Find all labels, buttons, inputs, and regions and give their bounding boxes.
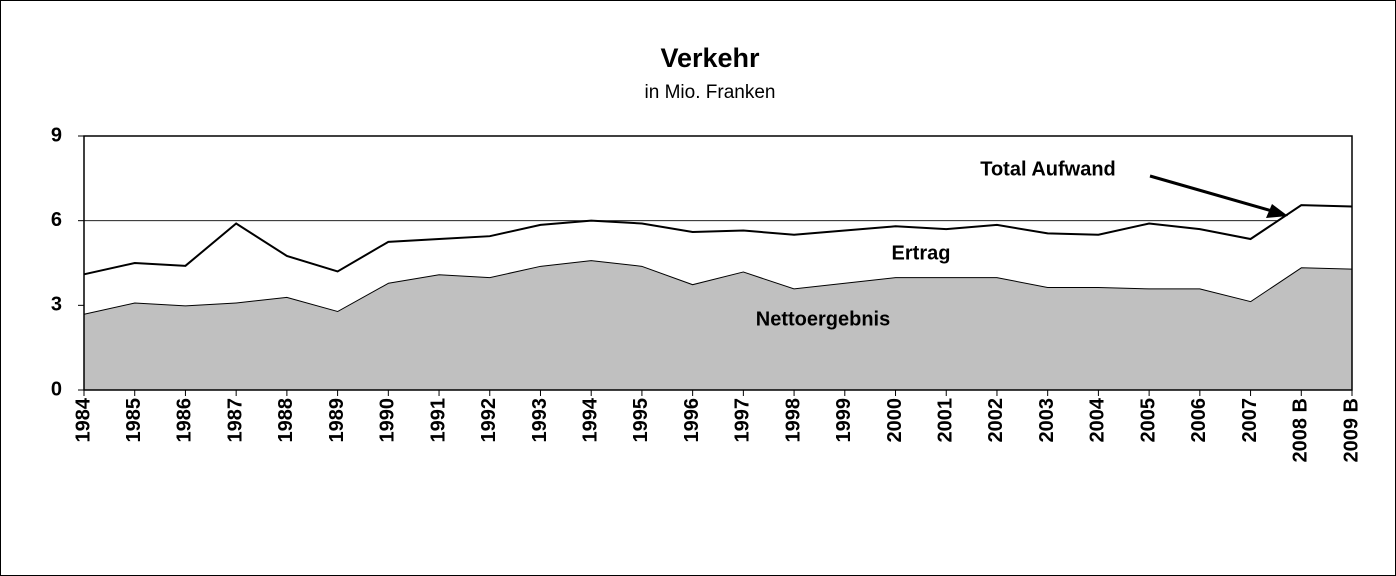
x-tick-label: 1992: [478, 398, 500, 443]
x-tick-label: 1999: [833, 398, 855, 443]
x-tick-label: 1988: [275, 398, 297, 443]
area-line: [83, 259, 1353, 315]
y-tick-label: 3: [51, 294, 62, 316]
x-tick-label: 1995: [630, 398, 652, 443]
x-tick-label: 2004: [1087, 397, 1109, 442]
x-tick-label: 2003: [1036, 398, 1058, 443]
x-tick-label: 1991: [427, 398, 449, 443]
x-tick-label: 1994: [579, 397, 601, 442]
y-tick-label: 0: [51, 378, 62, 400]
x-tick-label: 1986: [174, 398, 196, 443]
y-tick-label: 6: [51, 209, 62, 231]
chart-title: Verkehr: [660, 43, 760, 73]
x-tick-label: 1989: [326, 398, 348, 443]
y-tick-label: 9: [51, 124, 62, 146]
x-tick-label: 1996: [681, 398, 703, 443]
x-tick-label: 1987: [224, 398, 246, 443]
series-label: Ertrag: [892, 242, 951, 264]
x-tick-label: 1990: [377, 398, 399, 443]
x-tick-label: 1984: [72, 397, 94, 442]
x-tick-label: 2007: [1239, 398, 1261, 443]
series-label: Nettoergebnis: [756, 308, 890, 330]
area-fill: [84, 260, 1352, 390]
x-tick-label: 2000: [884, 398, 906, 443]
x-tick-label: 2005: [1137, 398, 1159, 443]
area-line: [83, 204, 1353, 276]
x-tick-label: 2001: [935, 398, 957, 443]
annotation: Total Aufwand: [980, 158, 1116, 180]
chart-subtitle: in Mio. Franken: [645, 82, 776, 103]
area-fill: [84, 205, 1352, 314]
x-tick-label: 1985: [123, 398, 145, 443]
plot-border: [83, 135, 1353, 391]
x-tick-label: 2002: [985, 398, 1007, 443]
annotation-arrow: [1149, 174, 1273, 213]
x-tick-label: 1998: [782, 398, 804, 443]
annotation-arrowhead: [1266, 204, 1288, 218]
x-tick-label: 2009 B: [1340, 398, 1362, 463]
x-tick-label: 2006: [1188, 398, 1210, 443]
x-tick-label: 2008 B: [1290, 398, 1312, 463]
x-tick-label: 1993: [529, 398, 551, 443]
x-tick-label: 1997: [732, 398, 754, 443]
